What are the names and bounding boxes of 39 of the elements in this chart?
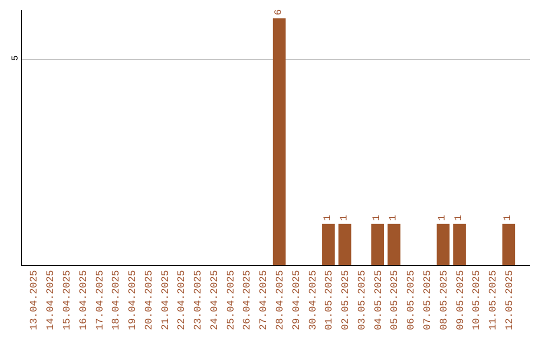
data-label: 1 [322,214,334,221]
data-label: 1 [503,214,514,221]
x-tick-label: 02.05.2025 [341,270,352,330]
data-label: 6 [274,9,285,16]
x-tick-label: 22.04.2025 [177,270,188,330]
x-tick-label: 26.04.2025 [242,270,254,330]
x-tick-label: 18.04.2025 [112,270,123,330]
x-tick-label: 13.04.2025 [30,270,41,330]
data-label: 1 [339,214,350,221]
x-tick-label: 20.04.2025 [144,270,156,330]
x-tick-label: 28.04.2025 [276,270,287,330]
data-label: 1 [454,214,466,221]
x-tick-label: 16.04.2025 [78,270,90,330]
x-tick-label: 08.05.2025 [439,270,450,330]
x-tick-label: 11.05.2025 [488,270,500,330]
x-tick-label: 12.05.2025 [504,270,516,330]
data-label: 1 [372,214,384,221]
x-tick-label: 03.05.2025 [357,270,368,330]
x-tick-label: 19.04.2025 [128,270,140,330]
x-tick-label: 05.05.2025 [390,270,402,330]
x-tick-label: 21.04.2025 [160,270,172,330]
x-tick-label: 09.05.2025 [456,270,467,330]
y-tick-label: 5 [10,55,20,61]
x-tick-label: 30.04.2025 [308,270,320,330]
x-tick-label: 10.05.2025 [472,270,484,330]
x-tick-label: 24.04.2025 [210,270,221,330]
data-label: 1 [438,214,449,221]
x-tick-label: 07.05.2025 [423,270,434,330]
x-tick-label: 25.04.2025 [226,270,238,330]
x-tick-label: 23.04.2025 [194,270,205,330]
x-tick-label: 14.04.2025 [46,270,58,330]
x-tick-label: 06.05.2025 [406,270,418,330]
x-tick-label: 04.05.2025 [374,270,385,330]
x-tick-label: 29.04.2025 [292,270,303,330]
data-label: 1 [388,214,400,221]
x-tick-label: 01.05.2025 [324,270,336,330]
x-tick-label: 17.04.2025 [95,270,106,330]
x-tick-label: 15.04.2025 [62,270,74,330]
x-tick-label: 27.04.2025 [259,270,270,330]
